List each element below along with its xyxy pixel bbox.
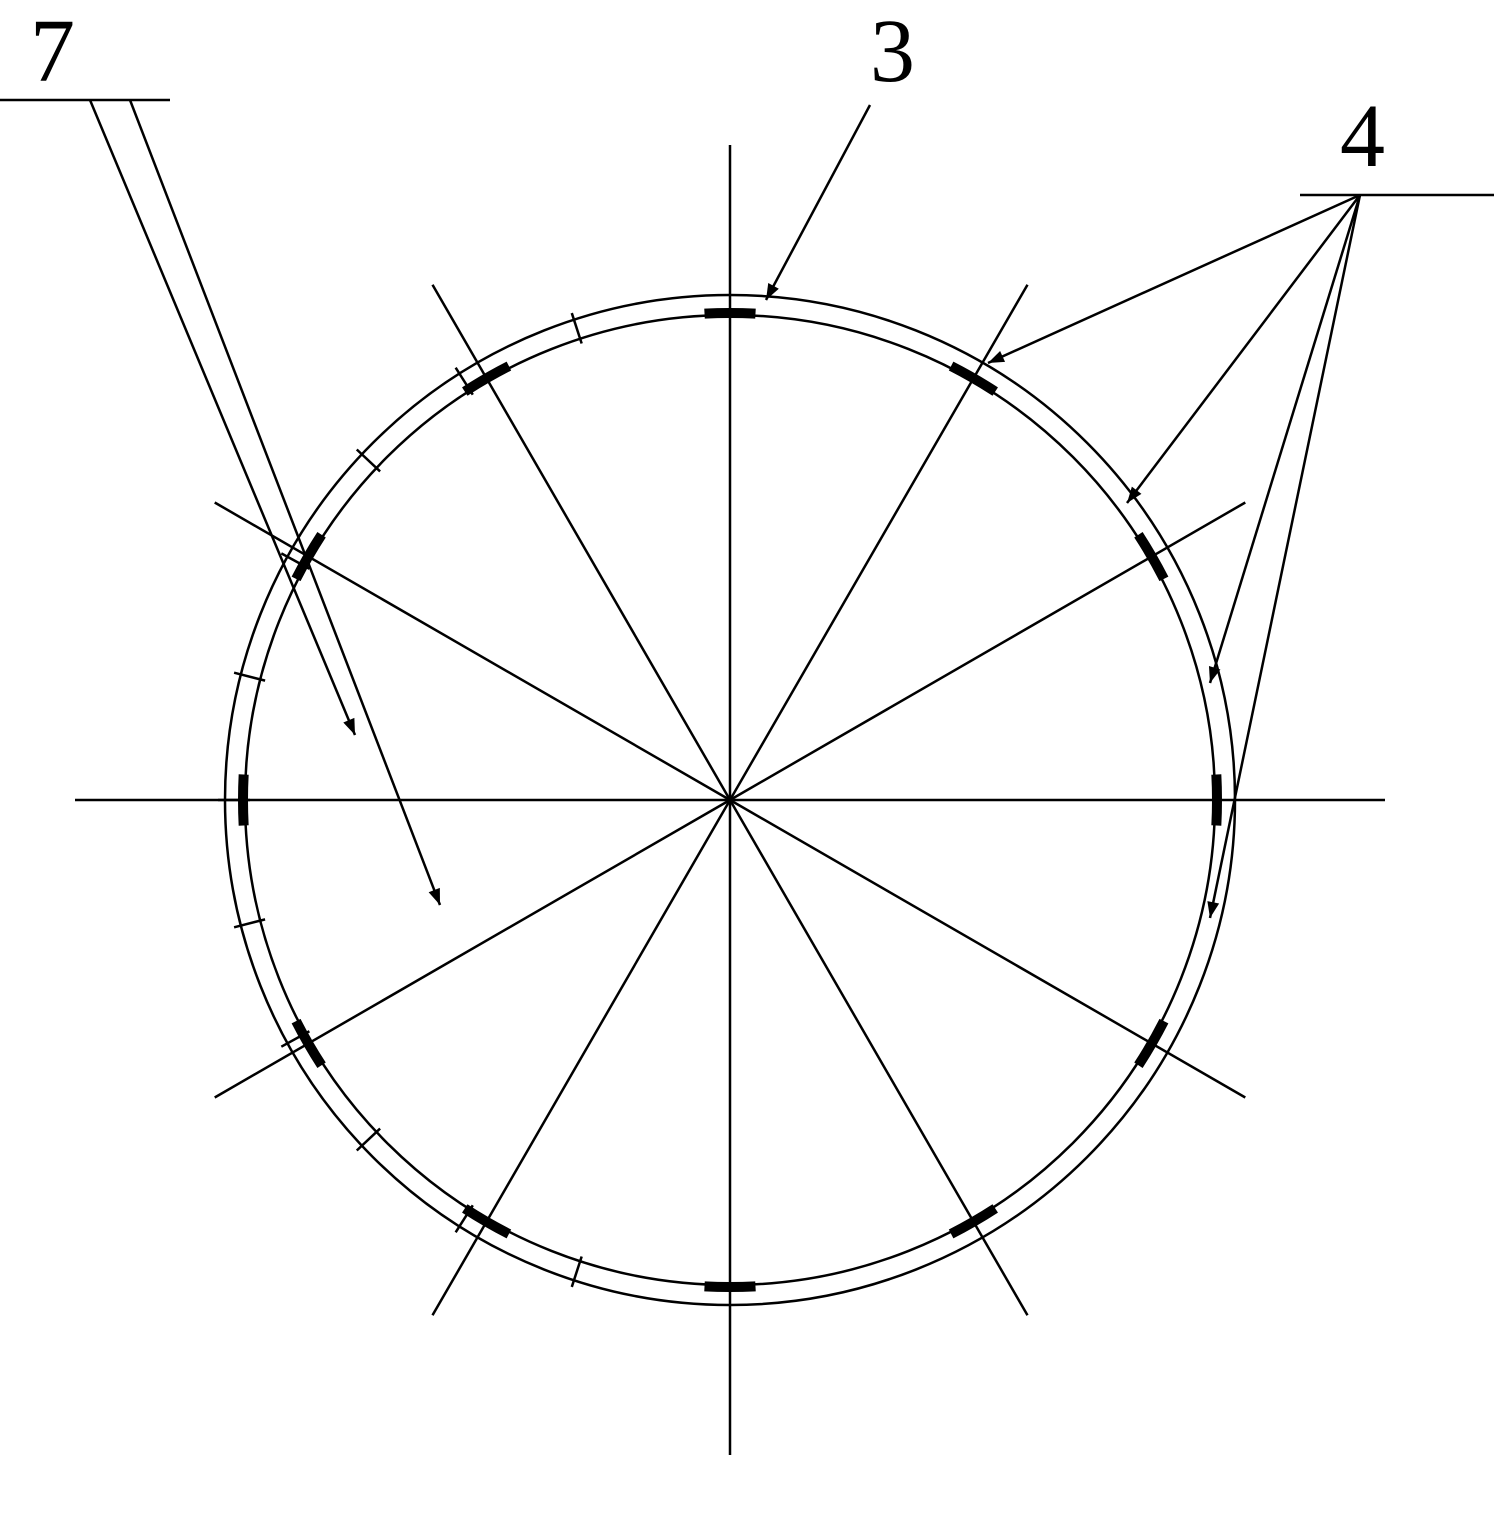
callout-label-7: 7 — [30, 0, 75, 103]
callout-label-4: 4 — [1340, 85, 1385, 188]
diagram-svg — [0, 0, 1494, 1523]
callout-label-3: 3 — [870, 0, 915, 103]
diagram-container: 7 3 4 — [0, 0, 1494, 1523]
